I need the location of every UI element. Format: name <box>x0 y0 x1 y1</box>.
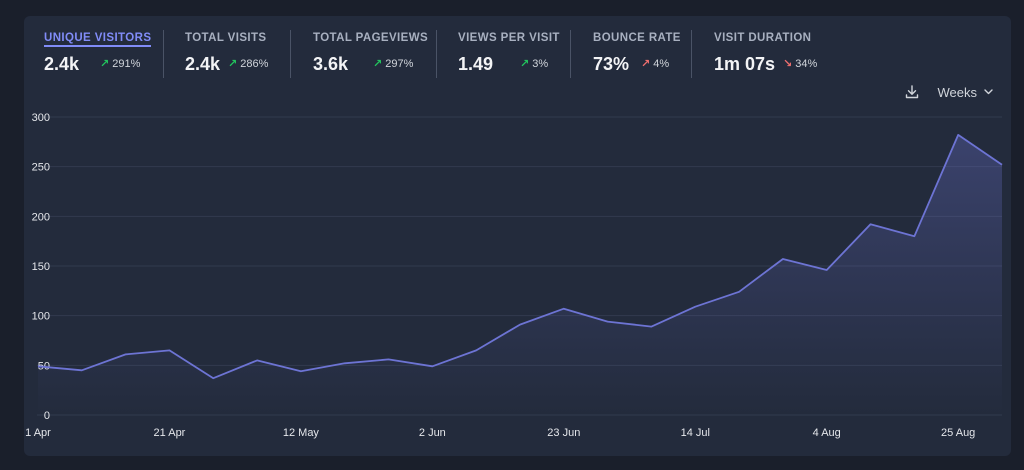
y-tick-label: 300 <box>32 112 50 124</box>
data-point[interactable] <box>166 347 173 354</box>
stat-label: Total visits <box>185 32 267 44</box>
stat-label: Unique visitors <box>44 32 152 47</box>
data-point[interactable] <box>254 357 261 364</box>
stat-change: ↗ 4% <box>641 57 669 70</box>
stat-change: ↗ 297% <box>373 57 413 70</box>
stat-value: 2.4k <box>185 54 221 74</box>
data-point[interactable] <box>648 323 655 330</box>
stat-value: 3.6k <box>313 54 349 74</box>
stat-change-value: 291% <box>112 58 141 70</box>
x-tick-label: 23 Jun <box>547 427 580 439</box>
series-line <box>37 134 1003 380</box>
data-point[interactable] <box>78 367 85 374</box>
divider <box>163 30 164 78</box>
data-point[interactable] <box>341 360 348 367</box>
data-point[interactable] <box>429 363 436 370</box>
data-point[interactable] <box>35 363 42 370</box>
stat-value: 73% <box>593 54 630 74</box>
stat-change: ↗ 286% <box>228 57 268 70</box>
data-point[interactable] <box>779 256 786 263</box>
stat-change-value: 297% <box>385 58 414 70</box>
y-tick-label: 250 <box>32 162 50 174</box>
data-point[interactable] <box>911 233 918 240</box>
data-point[interactable] <box>517 321 524 328</box>
x-tick-label: 1 Apr <box>25 427 51 439</box>
download-icon[interactable] <box>904 84 920 100</box>
x-axis: 1 Apr 21 Apr 12 May 2 Jun 23 Jun 14 Jul 4 Aug 2… <box>25 427 975 439</box>
data-point[interactable] <box>692 303 699 310</box>
data-point[interactable] <box>297 368 304 375</box>
data-point[interactable] <box>385 356 392 363</box>
data-point[interactable] <box>604 318 611 325</box>
stat-change-value: 3% <box>532 58 549 70</box>
data-point[interactable] <box>823 266 830 273</box>
data-point[interactable] <box>122 351 129 358</box>
arrow-up-icon: ↗ <box>520 58 530 70</box>
stat-value: 2.4k <box>44 54 80 74</box>
data-point[interactable] <box>210 375 217 382</box>
divider <box>570 30 571 78</box>
stat-change: ↘ 34% <box>783 57 817 70</box>
stat-change-value: 4% <box>653 58 670 70</box>
x-tick-label: 14 Jul <box>681 427 710 439</box>
stat-value: 1.49 <box>458 54 494 74</box>
data-point[interactable] <box>867 221 874 228</box>
divider <box>691 30 692 78</box>
period-select[interactable]: Weeks <box>938 85 994 100</box>
arrow-up-icon: ↗ <box>100 58 110 70</box>
x-tick-label: 4 Aug <box>813 427 841 439</box>
divider <box>290 30 291 78</box>
stat-change: ↗ 291% <box>100 57 140 70</box>
stat-value: 1m 07s <box>714 54 776 74</box>
x-tick-label: 25 Aug <box>941 427 975 439</box>
stat-change-value: 34% <box>795 58 818 70</box>
chart-toolbar: Weeks <box>904 83 994 101</box>
series-area <box>38 134 1002 415</box>
stat-label: Visit duration <box>714 32 812 44</box>
arrow-down-icon: ↘ <box>783 58 793 70</box>
x-tick-label: 21 Apr <box>154 427 186 439</box>
stat-change: ↗ 3% <box>520 57 548 70</box>
data-point[interactable] <box>736 288 743 295</box>
analytics-card: Unique visitors 2.4k ↗ 291% Total visits … <box>24 16 1011 456</box>
data-point[interactable] <box>955 131 962 138</box>
stat-label: Bounce rate <box>593 32 681 44</box>
stat-label: Total pageviews <box>313 32 429 44</box>
y-tick-label: 100 <box>32 311 50 323</box>
divider <box>436 30 437 78</box>
data-point[interactable] <box>999 161 1006 168</box>
y-tick-label: 200 <box>32 211 50 223</box>
arrow-up-icon: ↗ <box>373 58 383 70</box>
data-point[interactable] <box>473 347 480 354</box>
chevron-down-icon <box>984 89 993 95</box>
x-tick-label: 2 Jun <box>419 427 446 439</box>
arrow-up-icon: ↗ <box>228 58 238 70</box>
stats-row: Unique visitors 2.4k ↗ 291% Total visits … <box>24 16 1011 86</box>
arrow-up-icon: ↗ <box>641 58 651 70</box>
x-tick-label: 12 May <box>283 427 320 439</box>
period-label: Weeks <box>937 84 978 100</box>
stat-label: Views per visit <box>458 32 560 44</box>
y-tick-label: 0 <box>44 410 50 422</box>
data-point[interactable] <box>560 305 567 312</box>
y-tick-label: 150 <box>32 261 50 273</box>
stat-change-value: 286% <box>240 58 269 70</box>
